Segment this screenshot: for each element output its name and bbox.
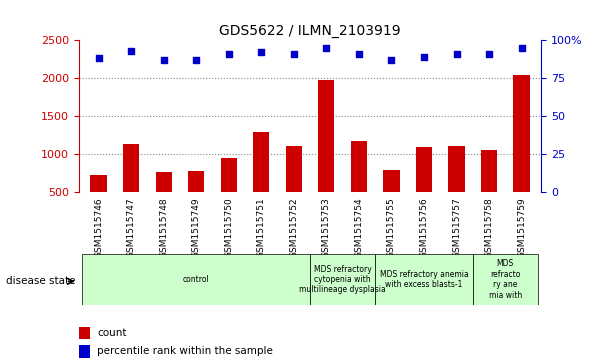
- Point: [192, 57, 201, 63]
- Point: [224, 51, 233, 57]
- Bar: [286, 146, 302, 231]
- Text: percentile rank within the sample: percentile rank within the sample: [97, 346, 273, 356]
- Bar: [318, 80, 334, 231]
- Bar: [383, 170, 399, 231]
- Text: disease state: disease state: [6, 276, 75, 286]
- Bar: [473, 254, 538, 305]
- Bar: [91, 175, 106, 231]
- Point: [126, 48, 136, 53]
- Text: MDS
refracto
ry ane
mia with: MDS refracto ry ane mia with: [489, 260, 522, 299]
- Text: count: count: [97, 328, 127, 338]
- Bar: [416, 147, 432, 231]
- Bar: [79, 345, 90, 358]
- Text: GSM1515753: GSM1515753: [322, 197, 331, 258]
- Point: [419, 54, 429, 60]
- Text: GSM1515751: GSM1515751: [257, 197, 266, 258]
- Bar: [123, 144, 139, 231]
- Point: [517, 45, 527, 50]
- Bar: [156, 172, 172, 231]
- Bar: [188, 171, 204, 231]
- Text: GSM1515750: GSM1515750: [224, 197, 233, 258]
- Bar: [310, 254, 375, 305]
- Text: MDS refractory anemia
with excess blasts-1: MDS refractory anemia with excess blasts…: [379, 270, 468, 289]
- Point: [484, 51, 494, 57]
- Bar: [351, 141, 367, 231]
- Point: [159, 57, 168, 63]
- Bar: [79, 327, 90, 339]
- Text: MDS refractory
cytopenia with
multilineage dysplasia: MDS refractory cytopenia with multilinea…: [299, 265, 386, 294]
- Bar: [253, 132, 269, 231]
- Text: GSM1515758: GSM1515758: [485, 197, 494, 258]
- Point: [94, 55, 103, 61]
- Point: [322, 45, 331, 50]
- Point: [257, 49, 266, 55]
- Text: GSM1515756: GSM1515756: [420, 197, 429, 258]
- Text: GSM1515759: GSM1515759: [517, 197, 526, 258]
- Bar: [82, 254, 310, 305]
- Text: GSM1515747: GSM1515747: [126, 197, 136, 258]
- Point: [354, 51, 364, 57]
- Text: GSM1515749: GSM1515749: [192, 197, 201, 258]
- Point: [387, 57, 396, 63]
- Text: GSM1515746: GSM1515746: [94, 197, 103, 258]
- Text: GSM1515755: GSM1515755: [387, 197, 396, 258]
- Bar: [375, 254, 473, 305]
- Point: [289, 51, 299, 57]
- Text: GSM1515757: GSM1515757: [452, 197, 461, 258]
- Bar: [221, 158, 237, 231]
- Text: GSM1515754: GSM1515754: [354, 197, 364, 258]
- Text: GSM1515748: GSM1515748: [159, 197, 168, 258]
- Bar: [481, 150, 497, 231]
- Title: GDS5622 / ILMN_2103919: GDS5622 / ILMN_2103919: [219, 24, 401, 37]
- Text: GSM1515752: GSM1515752: [289, 197, 299, 258]
- Bar: [448, 146, 465, 231]
- Text: control: control: [183, 275, 210, 284]
- Bar: [514, 75, 530, 231]
- Point: [452, 51, 461, 57]
